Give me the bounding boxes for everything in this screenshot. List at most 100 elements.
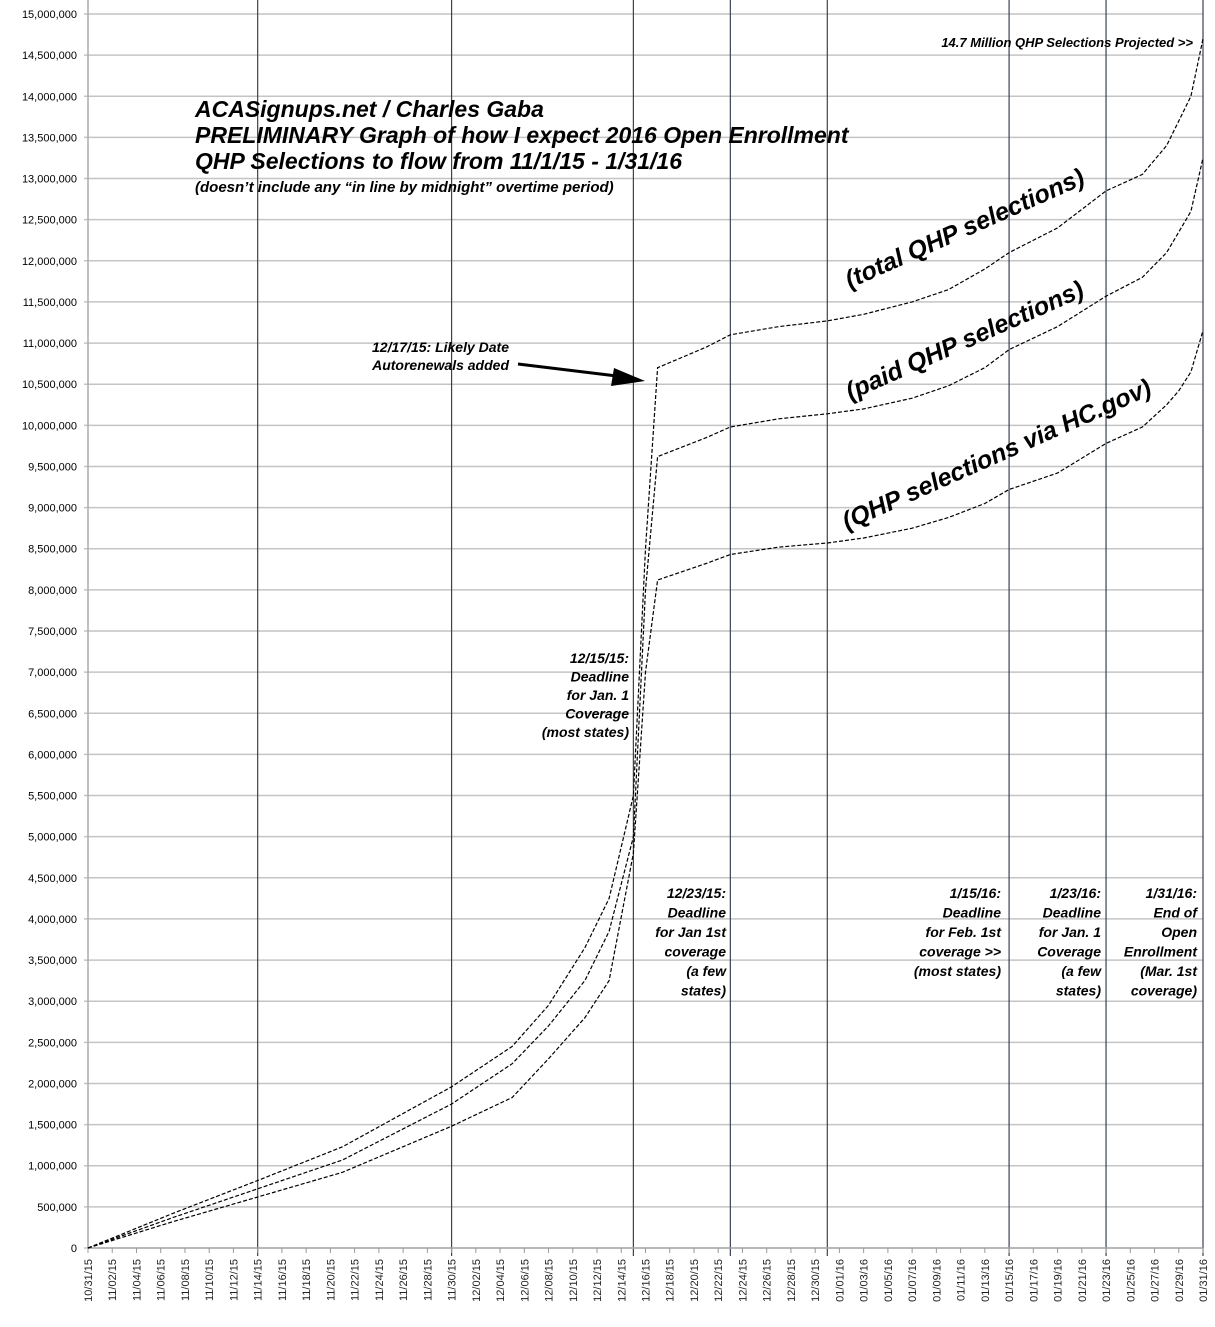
x-tick-label: 12/26/15 xyxy=(762,1259,774,1302)
y-tick-label: 3,500,000 xyxy=(28,955,77,967)
annotation-line: (most states) xyxy=(542,724,629,740)
y-tick-label: 500,000 xyxy=(37,1202,77,1214)
annotation-line: (a few xyxy=(1061,963,1102,979)
y-tick-label: 4,000,000 xyxy=(28,914,77,926)
x-tick-label: 11/12/15 xyxy=(228,1259,240,1301)
annotation-line: states) xyxy=(681,983,726,999)
annotation-line: Deadline xyxy=(571,669,630,685)
y-tick-label: 9,000,000 xyxy=(28,503,77,515)
x-tick-label: 01/11/16 xyxy=(956,1259,968,1301)
x-tick-label: 01/27/16 xyxy=(1150,1259,1162,1302)
y-tick-label: 14,500,000 xyxy=(22,50,77,62)
x-tick-label: 12/10/15 xyxy=(568,1259,580,1302)
y-tick-label: 6,000,000 xyxy=(28,749,77,761)
annotation-line: Deadline xyxy=(1043,905,1102,921)
x-tick-label: 01/15/16 xyxy=(1004,1259,1016,1302)
y-tick-label: 10,000,000 xyxy=(22,420,77,432)
grid xyxy=(84,0,1204,1256)
y-tick-label: 11,000,000 xyxy=(23,338,77,350)
y-tick-label: 6,500,000 xyxy=(28,708,77,720)
series-lines xyxy=(87,38,1204,1249)
x-tick-label: 11/30/15 xyxy=(447,1259,459,1301)
annotation-line: Enrollment xyxy=(1124,944,1198,960)
x-tick-label: 11/10/15 xyxy=(204,1259,216,1301)
title-line-3: QHP Selections to flow from 11/1/15 - 1/… xyxy=(195,148,682,174)
arrow-shaft xyxy=(517,362,626,379)
y-tick-label: 12,000,000 xyxy=(22,256,77,268)
y-tick-label: 3,000,000 xyxy=(28,996,77,1008)
y-tick-label: 7,000,000 xyxy=(28,667,77,679)
autorenewals-line-1: 12/17/15: Likely Date xyxy=(372,339,509,355)
annotation-line: states) xyxy=(1056,983,1101,999)
x-tick-label: 12/20/15 xyxy=(689,1259,701,1302)
autorenewals-annotation: 12/17/15: Likely Date Autorenewals added xyxy=(371,339,645,386)
annotation-line: 12/23/15: xyxy=(667,885,726,901)
x-tick-label: 12/04/15 xyxy=(495,1259,507,1302)
x-tick-label: 01/09/16 xyxy=(931,1259,943,1302)
annotation-dec15: 12/15/15: Deadline for Jan. 1 Coverage (most… xyxy=(542,650,629,740)
x-tick-label: 12/02/15 xyxy=(471,1259,483,1302)
annotation-dec23: 12/23/15: Deadline for Jan 1st coverage (a f… xyxy=(655,885,727,999)
y-tick-label: 5,000,000 xyxy=(28,832,77,844)
axes: 0 500,000 1,000,000 1,500,000 2,000,000 2,500… xyxy=(22,0,1210,1302)
x-tick-label: 01/29/16 xyxy=(1174,1259,1186,1302)
annotation-line: (Mar. 1st xyxy=(1140,963,1198,979)
x-tick-label: 01/01/16 xyxy=(834,1259,846,1302)
title-line-1: ACASignups.net / Charles Gaba xyxy=(194,96,544,122)
y-tick-label: 11,500,000 xyxy=(23,297,77,309)
annotation-line: Deadline xyxy=(943,905,1002,921)
x-tick-label: 11/28/15 xyxy=(422,1259,434,1301)
annotation-line: 1/23/16: xyxy=(1050,885,1101,901)
chart-title: ACASignups.net / Charles Gaba PRELIMINAR… xyxy=(194,96,850,196)
x-tick-label: 01/25/16 xyxy=(1125,1259,1137,1302)
arrow-head-icon xyxy=(611,368,645,386)
autorenewals-line-2: Autorenewals added xyxy=(371,357,509,373)
x-tick-label: 11/24/15 xyxy=(374,1259,386,1301)
series-label-paid: (paid QHP selections) xyxy=(841,276,1088,406)
x-tick-label: 12/14/15 xyxy=(616,1259,628,1302)
x-tick-label: 11/20/15 xyxy=(325,1259,337,1301)
y-tick-label: 4,500,000 xyxy=(28,873,77,885)
y-tick-label: 13,500,000 xyxy=(22,132,77,144)
annotation-line: 1/31/16: xyxy=(1146,885,1197,901)
x-tick-label: 01/19/16 xyxy=(1053,1259,1065,1302)
deadline-annotations: 12/15/15: Deadline for Jan. 1 Coverage (most… xyxy=(542,650,1198,999)
x-tick-label: 01/23/16 xyxy=(1101,1259,1113,1302)
x-tick-label: 12/28/15 xyxy=(786,1259,798,1302)
annotation-line: for Jan 1st xyxy=(655,924,727,940)
y-tick-label: 9,500,000 xyxy=(28,461,77,473)
x-tick-label: 12/12/15 xyxy=(592,1259,604,1302)
y-tick-label: 7,500,000 xyxy=(28,626,77,638)
annotation-line: coverage >> xyxy=(919,944,1001,960)
series-line-hcgov xyxy=(87,330,1204,1249)
annotation-line: End of xyxy=(1153,905,1198,921)
x-tick-label: 11/16/15 xyxy=(277,1259,289,1301)
annotation-line: for Feb. 1st xyxy=(926,924,1003,940)
annotation-line: for Jan. 1 xyxy=(567,687,629,703)
x-tick-label: 01/13/16 xyxy=(980,1259,992,1302)
annotation-line: 12/15/15: xyxy=(570,650,629,666)
x-tick-label: 12/16/15 xyxy=(641,1259,653,1302)
x-tick-label: 01/03/16 xyxy=(859,1259,871,1302)
y-tick-label: 8,000,000 xyxy=(28,585,77,597)
x-tick-label: 01/21/16 xyxy=(1077,1259,1089,1302)
series-label-total: (total QHP selections) xyxy=(841,163,1089,294)
x-tick-label: 01/31/16 xyxy=(1198,1259,1210,1302)
x-tick-label: 01/05/16 xyxy=(883,1259,895,1302)
y-tick-label: 1,000,000 xyxy=(28,1161,77,1173)
series-line-paid xyxy=(87,157,1204,1249)
x-tick-label: 01/07/16 xyxy=(907,1259,919,1302)
x-tick-label: 11/06/15 xyxy=(156,1259,168,1301)
x-tick-label: 12/24/15 xyxy=(737,1259,749,1302)
y-tick-label: 0 xyxy=(71,1243,77,1255)
chart-subtitle: (doesn’t include any “in line by midnigh… xyxy=(195,179,614,196)
annotation-line: (a few xyxy=(686,963,727,979)
y-tick-label: 5,500,000 xyxy=(28,791,77,803)
y-tick-label: 15,000,000 xyxy=(22,9,77,21)
title-line-2: PRELIMINARY Graph of how I expect 2016 O… xyxy=(195,122,850,148)
x-tick-label: 11/14/15 xyxy=(253,1259,265,1301)
projected-annotation: 14.7 Million QHP Selections Projected >> xyxy=(941,35,1193,50)
annotation-line: coverage) xyxy=(1131,983,1197,999)
y-tick-label: 12,500,000 xyxy=(22,215,77,227)
